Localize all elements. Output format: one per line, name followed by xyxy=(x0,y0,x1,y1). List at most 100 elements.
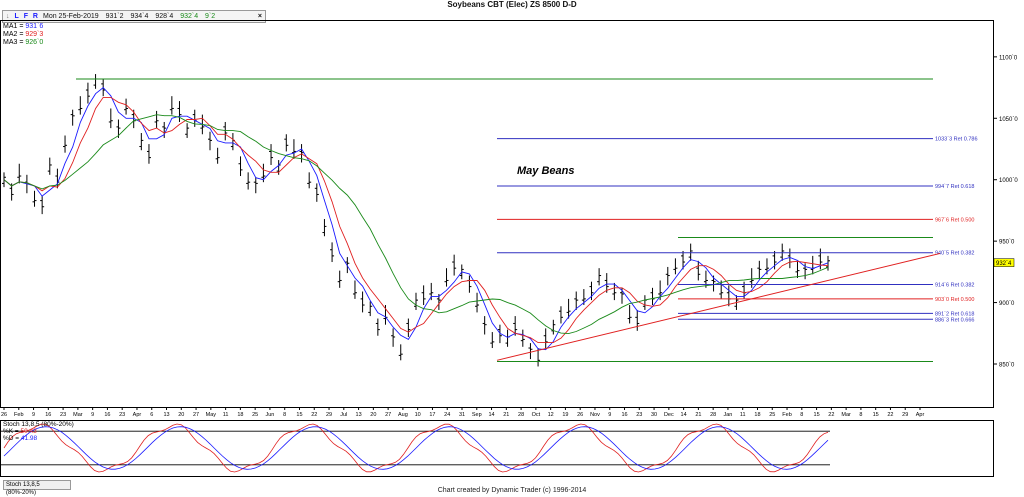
x-axis-tick-label: 22 xyxy=(887,412,893,418)
tool-f-button[interactable]: F xyxy=(23,13,28,20)
fib-level-label: 1033`3 Ret 0.786 xyxy=(935,137,978,143)
x-axis-tick-label: 11 xyxy=(223,412,229,418)
x-axis-tick-label: Jun xyxy=(265,412,274,418)
bar-close: 932`4 xyxy=(180,13,199,20)
stoch-legend: Stoch 13,8,5 (80%-20%) %K = 50.43 %D = 4… xyxy=(3,421,74,442)
stoch-k-label: %K = xyxy=(3,428,21,435)
ma1-value: 931`6 xyxy=(25,23,44,30)
x-axis-tick-label: 15 xyxy=(873,412,879,418)
x-axis-tick-label: 9 xyxy=(608,412,611,418)
tool-l-button[interactable]: L xyxy=(14,13,19,20)
x-axis-tick-label: Mar xyxy=(841,412,851,418)
x-axis-tick-label: 8 xyxy=(859,412,862,418)
x-axis-tick-label: 21 xyxy=(695,412,701,418)
x-axis-tick-label: 27 xyxy=(193,412,199,418)
fib-level-label: 967`6 Ret 0.500 xyxy=(935,217,974,223)
chart-credit: Chart created by Dynamic Trader (c) 1996… xyxy=(437,487,587,494)
x-axis-tick-label: 8 xyxy=(800,412,803,418)
x-axis-tick-label: 18 xyxy=(237,412,243,418)
x-axis-tick-label: 25 xyxy=(769,412,775,418)
y-axis-tick-label: 950`0 xyxy=(999,240,1015,246)
last-price-label: 932`4 xyxy=(996,261,1012,267)
y-axis-tick-label: 1000`0 xyxy=(999,178,1018,184)
x-axis-tick-label: 13 xyxy=(356,412,362,418)
x-axis-tick-label: 13 xyxy=(163,412,169,418)
x-axis-tick-label: 28 xyxy=(710,412,716,418)
x-axis-tick-label: 16 xyxy=(621,412,627,418)
x-axis-tick-label: 28 xyxy=(518,412,524,418)
x-axis-tick-label: 9 xyxy=(32,412,35,418)
tool-r-button[interactable]: R xyxy=(32,13,38,20)
price-panel-frame xyxy=(0,20,994,408)
ma2-value: 929`3 xyxy=(25,31,44,38)
x-axis-tick-label: 6 xyxy=(150,412,153,418)
x-axis-tick-label: 16 xyxy=(45,412,51,418)
x-axis-tick-label: Sep xyxy=(472,412,482,418)
x-axis-tick-label: Apr xyxy=(916,412,925,418)
stoch-k-line xyxy=(3,423,829,473)
x-axis-tick-label: 8 xyxy=(283,412,286,418)
stoch-panel-frame xyxy=(0,420,994,477)
x-axis-tick-label: 10 xyxy=(415,412,421,418)
x-axis-tick-label: 22 xyxy=(311,412,317,418)
x-axis-tick-label: 23 xyxy=(636,412,642,418)
fib-level-label: 940`5 Ret 0.382 xyxy=(935,251,974,257)
bar-low: 928`4 xyxy=(155,13,174,20)
x-axis-tick-label: 18 xyxy=(754,412,760,418)
trendline xyxy=(496,252,941,361)
bar-high: 934`4 xyxy=(130,13,149,20)
x-axis-tick-label: 19 xyxy=(562,412,568,418)
x-axis-tick-label: 16 xyxy=(104,412,110,418)
line-tool-icon[interactable]: ↓ xyxy=(6,13,10,20)
ma2-line xyxy=(3,96,829,344)
x-axis-tick-label: 24 xyxy=(444,412,450,418)
x-axis-tick-label: Apr xyxy=(133,412,142,418)
x-axis-tick-label: 20 xyxy=(370,412,376,418)
x-axis-tick-label: 21 xyxy=(503,412,509,418)
x-axis-tick-label: 22 xyxy=(828,412,834,418)
ma3-label: MA3 = xyxy=(3,39,26,46)
x-axis-tick-label: 14 xyxy=(681,412,687,418)
ma2-label: MA2 = xyxy=(3,31,26,38)
x-axis-tick-label: Oct xyxy=(532,412,541,418)
close-icon[interactable]: × xyxy=(257,13,262,20)
stoch-tab[interactable]: Stoch 13,8,5 (80%-20%) xyxy=(3,480,71,496)
x-axis-tick-label: 17 xyxy=(429,412,435,418)
x-axis-tick-label: 26 xyxy=(577,412,583,418)
x-axis-tick-label: 9 xyxy=(91,412,94,418)
x-axis-tick-label: 12 xyxy=(548,412,554,418)
x-axis-tick-label: Mar xyxy=(73,412,83,418)
bar-change: 9`2 xyxy=(205,13,216,20)
ma2-legend: MA2 = 929`3 xyxy=(3,31,43,39)
stoch-d-value: 41.98 xyxy=(20,435,38,442)
stoch-d-row: %D = 41.98 xyxy=(3,435,74,442)
x-axis-tick-label: 23 xyxy=(119,412,125,418)
x-axis-tick-label: Aug xyxy=(398,412,408,418)
x-axis-tick-label: 14 xyxy=(488,412,494,418)
stoch-d-label: %D = xyxy=(3,435,21,442)
bar-date: Mon 25-Feb-2019 xyxy=(43,13,99,20)
stoch-k-row: %K = 50.43 xyxy=(3,428,74,435)
stoch-title: Stoch 13,8,5 (80%-20%) xyxy=(3,421,74,428)
chart-toolbar: ↓ L F R Mon 25-Feb-2019 931`2 934`4 928`… xyxy=(2,10,266,23)
x-axis-tick-label: 23 xyxy=(60,412,66,418)
x-axis-tick-label: 27 xyxy=(385,412,391,418)
ma1-legend: MA1 = 931`6 xyxy=(3,23,43,31)
x-axis-tick-label: 20 xyxy=(178,412,184,418)
x-axis-tick-label: Dec xyxy=(664,412,674,418)
x-axis-tick-label: 26 xyxy=(1,412,7,418)
last-price-tag xyxy=(993,258,1015,267)
x-axis-tick-label: Feb xyxy=(782,412,791,418)
x-axis-tick-label: Jan xyxy=(723,412,732,418)
y-axis-tick-label: 1050`0 xyxy=(999,117,1018,123)
x-axis-tick-label: 30 xyxy=(651,412,657,418)
stoch-k-value: 50.43 xyxy=(20,428,37,435)
bar-info: Mon 25-Feb-2019 931`2 934`4 928`4 932`4 … xyxy=(43,11,220,22)
chart-annotation: May Beans xyxy=(517,165,574,177)
x-axis-tick-label: 29 xyxy=(902,412,908,418)
ma3-line xyxy=(3,114,829,335)
fib-level-label: 914`6 Ret 0.382 xyxy=(935,282,974,288)
fib-level-label: 891`2 Ret 0.618 xyxy=(935,311,974,317)
fib-level-label: 903`0 Ret 0.500 xyxy=(935,297,974,303)
